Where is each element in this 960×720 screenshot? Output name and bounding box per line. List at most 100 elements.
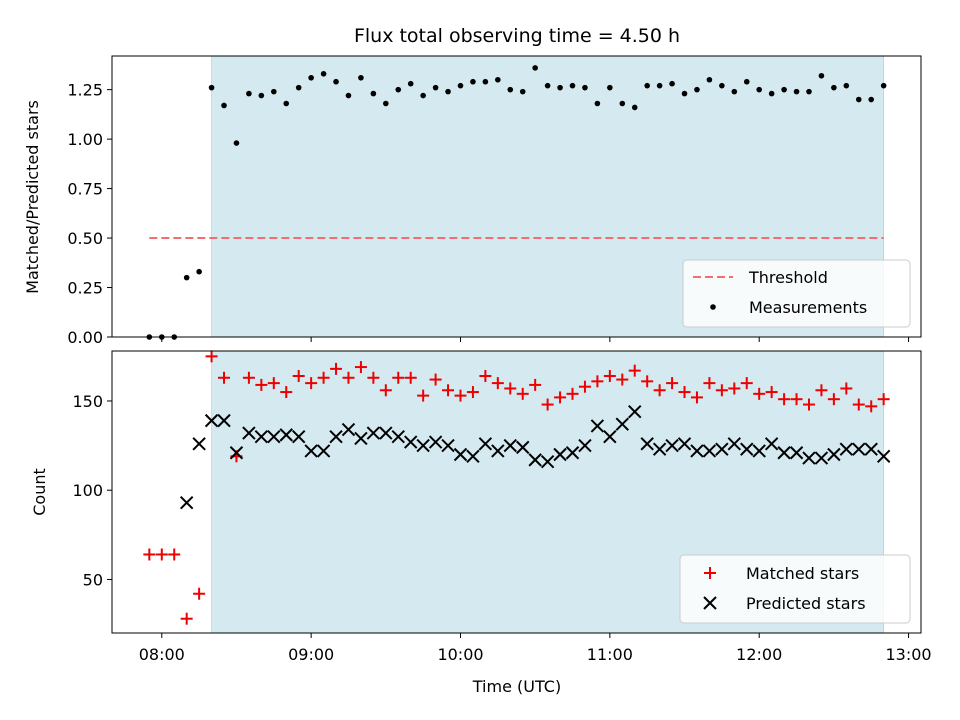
predicted-stars-point (229, 446, 244, 460)
x-axis-label: Time (UTC) (472, 677, 561, 696)
matched-stars-point (242, 371, 255, 384)
measurement-point (582, 84, 588, 91)
measurement-point (743, 78, 750, 85)
predicted-stars-point (528, 453, 542, 467)
matched-stars-point (666, 377, 679, 390)
predicted-stars-legend-label: Predicted stars (746, 594, 866, 613)
measurement-point (258, 92, 265, 99)
predicted-stars-points (179, 404, 891, 510)
matched-stars-point (392, 371, 405, 384)
matched-stars-point (578, 380, 591, 393)
matched-stars-point (292, 369, 305, 382)
predicted-stars-point (491, 444, 505, 458)
predicted-stars-point (814, 451, 829, 465)
predicted-stars-point (690, 444, 704, 458)
measurement-point (818, 72, 825, 79)
x-tick-label: 09:00 (288, 645, 334, 664)
predicted-stars-point (291, 429, 306, 444)
predicted-stars-point (466, 449, 480, 464)
matched-stars-point (790, 393, 803, 406)
predicted-stars-point (366, 426, 381, 440)
ratio-y-ticks: 0.00 0.25 0.50 0.75 1.00 1.25 (67, 81, 112, 347)
count-y-ticks: 50 100 150 (72, 392, 112, 589)
matched-stars-point (715, 384, 728, 397)
predicted-stars-point (839, 442, 854, 456)
measurement-point (233, 140, 240, 146)
predicted-stars-point (341, 422, 356, 437)
y-tick-label: 1.25 (67, 81, 103, 100)
matched-stars-point (603, 369, 616, 382)
predicted-stars-point (590, 419, 605, 433)
measurement-point (283, 100, 290, 107)
matched-stars-point (827, 393, 840, 406)
measurement-point (183, 274, 190, 281)
measurement-point (519, 88, 526, 95)
y-tick-label: 50 (83, 570, 103, 589)
predicted-stars-point (827, 447, 841, 462)
measurement-point (868, 96, 875, 103)
predicted-stars-point (254, 429, 269, 444)
predicted-stars-point (553, 447, 567, 462)
x-tick-label: 10:00 (437, 645, 483, 664)
predicted-stars-point (329, 429, 343, 444)
ratio-legend-box (682, 259, 911, 328)
matched-stars-point (404, 371, 417, 384)
matched-stars-point (778, 393, 791, 406)
count-x-ticks: 08:00 09:00 10:00 11:00 12:00 13:00 (139, 633, 932, 664)
measurement-point (880, 82, 887, 89)
measurement-point (831, 84, 837, 91)
measurement-point (681, 90, 688, 97)
measurement-point (756, 86, 762, 93)
predicted-stars-point (304, 444, 318, 458)
measurement-point (457, 82, 464, 89)
matched-stars-point (417, 389, 430, 402)
measurement-point (333, 78, 339, 85)
predicted-stars-point (715, 442, 729, 456)
matched-stars-point (454, 389, 467, 402)
predicted-stars-point (204, 413, 219, 428)
predicted-stars-point (453, 447, 468, 462)
measurement-point (308, 74, 314, 81)
measurement-point (806, 88, 812, 95)
predicted-stars-point (354, 431, 368, 446)
measurement-point (569, 82, 576, 89)
predicted-stars-point (752, 444, 766, 458)
matched-stars-point (516, 387, 529, 400)
matched-stars-point (628, 364, 641, 377)
predicted-stars-point (640, 437, 654, 451)
matched-stars-point (504, 382, 517, 395)
y-tick-label: 0.75 (67, 180, 103, 199)
measurement-point (395, 86, 402, 93)
matched-stars-point (280, 386, 293, 399)
measurement-point (631, 104, 638, 111)
matched-stars-point (740, 377, 753, 390)
matched-stars-point (703, 377, 716, 390)
measurement-point (445, 88, 451, 95)
predicted-stars-point (615, 417, 629, 431)
matched-stars-point (865, 400, 878, 413)
matched-stars-points (143, 350, 890, 625)
threshold-legend-label: Threshold (748, 268, 828, 287)
measurement-point (656, 82, 663, 89)
predicted-stars-point (428, 435, 443, 449)
y-tick-label: 150 (72, 392, 103, 411)
predicted-stars-point (727, 437, 742, 451)
matched-stars-point (442, 384, 455, 397)
measurement-point (507, 86, 514, 93)
matched-stars-point (802, 398, 815, 411)
matched-stars-point (218, 371, 231, 384)
matched-stars-point (143, 548, 156, 561)
measurement-point (271, 88, 277, 95)
predicted-stars-point (652, 442, 667, 456)
x-tick-label: 08:00 (139, 645, 185, 664)
predicted-stars-point (876, 449, 891, 464)
measurement-point (320, 71, 327, 77)
matched-stars-point (479, 369, 492, 382)
matched-stars-point (566, 387, 579, 400)
measurement-point (295, 84, 302, 91)
measurement-point (196, 268, 202, 275)
matched-stars-point (155, 548, 168, 561)
predicted-stars-point (416, 438, 430, 453)
